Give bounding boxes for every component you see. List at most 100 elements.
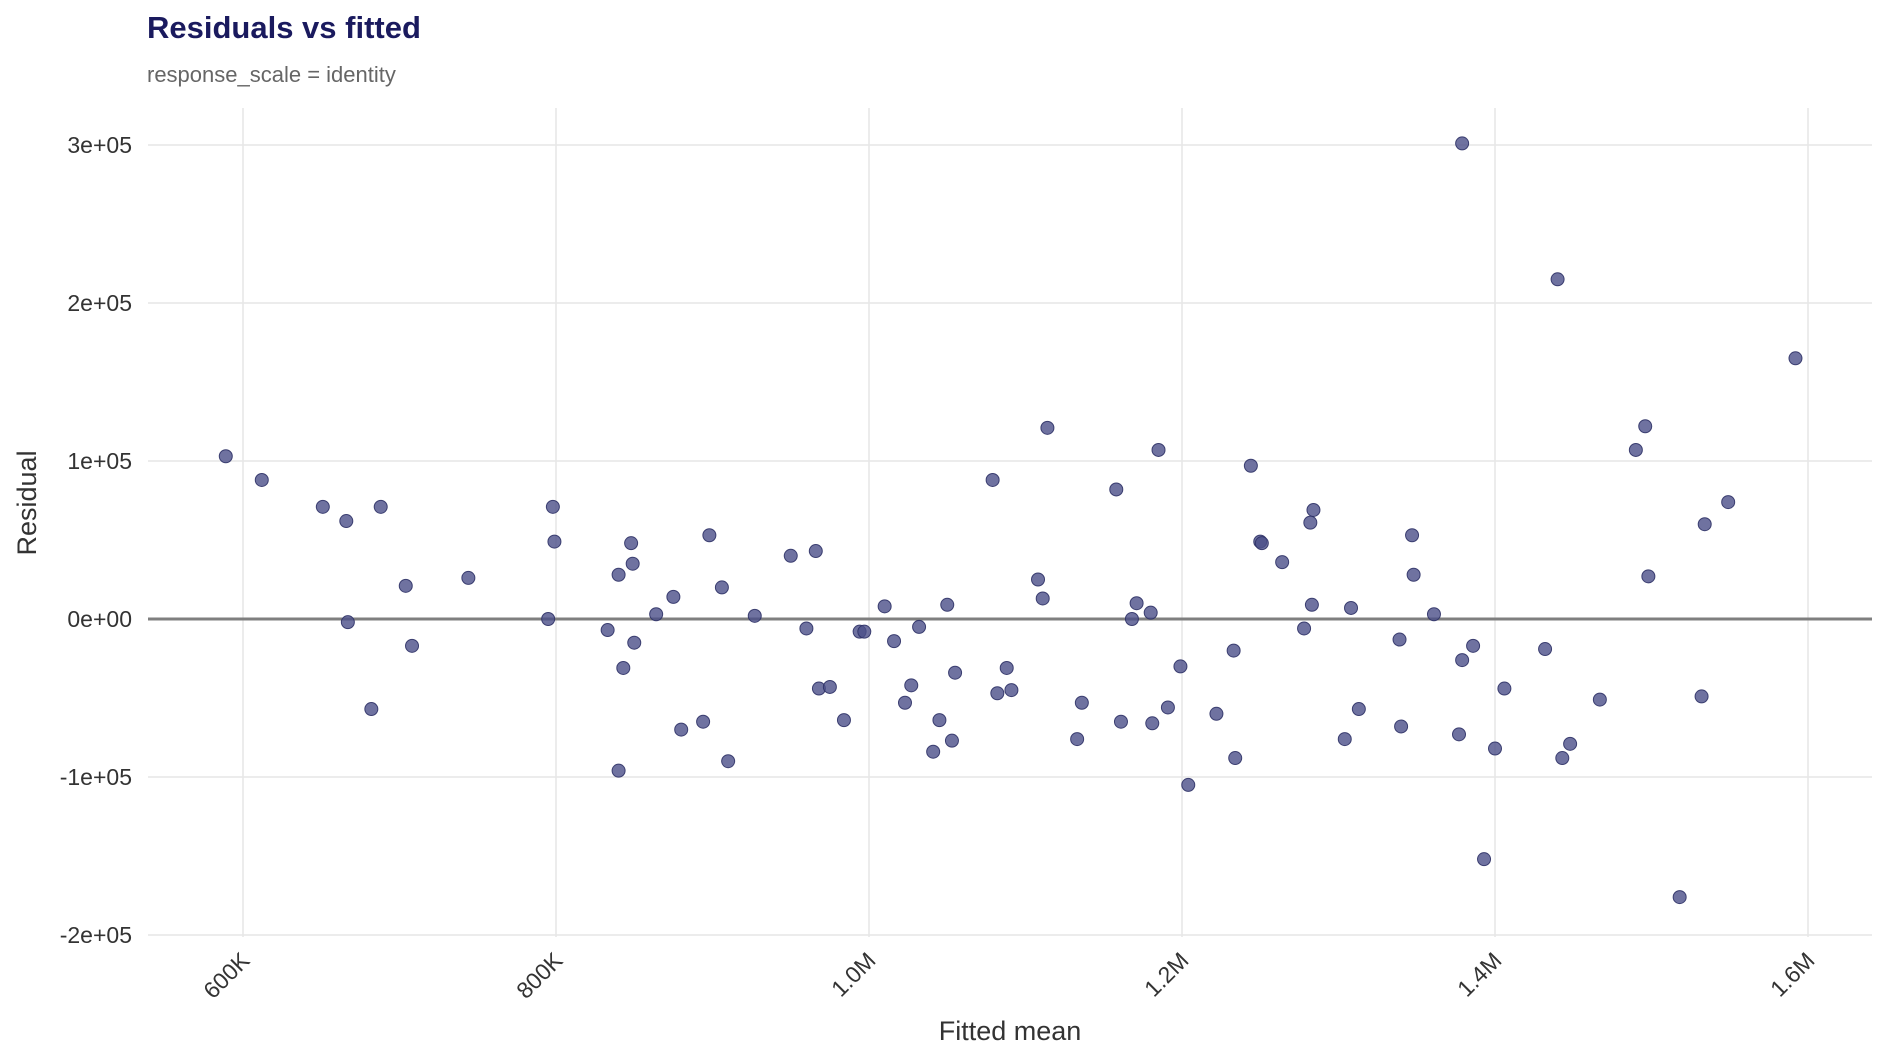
data-point: [218, 449, 233, 464]
data-point: [857, 624, 872, 639]
data-point: [999, 660, 1014, 675]
data-point: [674, 722, 689, 737]
data-point: [926, 744, 941, 759]
data-point: [948, 665, 963, 680]
data-point: [932, 713, 947, 728]
data-point: [1538, 642, 1553, 657]
data-point: [808, 544, 823, 559]
data-point: [1337, 732, 1352, 747]
data-point: [254, 472, 269, 487]
data-point: [1455, 136, 1470, 151]
data-point: [877, 599, 892, 614]
y-tick-label: -2e+05: [60, 922, 132, 948]
data-point: [1550, 272, 1565, 287]
data-point: [783, 548, 798, 563]
data-point: [1721, 495, 1736, 510]
data-point: [1151, 442, 1166, 457]
data-point: [714, 580, 729, 595]
data-point: [1304, 597, 1319, 612]
data-point: [1405, 528, 1420, 543]
data-point: [1129, 596, 1144, 611]
data-point: [627, 635, 642, 650]
data-point: [1275, 555, 1290, 570]
data-point: [1392, 632, 1407, 647]
data-point: [1228, 751, 1243, 766]
data-point: [364, 702, 379, 717]
data-point: [1563, 736, 1578, 751]
y-tick-label: 2e+05: [67, 290, 132, 316]
data-point: [696, 714, 711, 729]
data-point: [1455, 653, 1470, 668]
data-point: [887, 634, 902, 649]
y-axis-ticks: -2e+05 -1e+05 0e+00 1e+05 2e+05 3e+05: [60, 132, 132, 948]
data-point: [1406, 567, 1421, 582]
data-point: [1035, 591, 1050, 606]
data-point: [541, 612, 556, 626]
data-point: [545, 499, 560, 514]
data-point: [1113, 714, 1128, 729]
data-point: [897, 695, 912, 710]
y-tick-label: 3e+05: [67, 132, 132, 158]
data-point: [1070, 732, 1085, 747]
y-tick-label: 1e+05: [67, 448, 132, 474]
data-point: [1254, 536, 1269, 551]
x-tick-label: 1.4M: [1452, 947, 1507, 1002]
data-point: [1638, 419, 1653, 434]
data-point: [1031, 572, 1046, 587]
data-point: [1788, 351, 1803, 366]
data-point: [1181, 777, 1196, 792]
data-point: [547, 534, 562, 549]
data-point: [339, 514, 354, 529]
data-point: [944, 733, 959, 748]
data-point: [1173, 659, 1188, 674]
data-points: [218, 136, 1803, 905]
data-point: [1694, 689, 1709, 704]
data-point: [315, 499, 330, 514]
data-point: [990, 686, 1005, 701]
data-point: [611, 567, 626, 582]
data-point: [624, 536, 639, 551]
data-point: [747, 608, 762, 623]
x-tick-label: 1.0M: [826, 947, 881, 1002]
data-point: [1145, 716, 1160, 731]
data-point: [1040, 420, 1055, 435]
x-axis-title: Fitted mean: [939, 1016, 1082, 1046]
data-point: [405, 638, 420, 653]
y-axis-title: Residual: [12, 450, 42, 555]
data-point: [1641, 569, 1656, 584]
data-point: [1306, 502, 1321, 517]
data-point: [1452, 727, 1467, 742]
data-point: [649, 607, 664, 622]
y-tick-label: -1e+05: [60, 764, 132, 790]
data-point: [616, 660, 631, 675]
data-point: [1109, 482, 1124, 497]
data-point: [666, 589, 681, 604]
data-point: [1303, 515, 1318, 530]
data-point: [1592, 692, 1607, 707]
x-axis-ticks: 600K 800K 1.0M 1.2M 1.4M 1.6M: [198, 947, 1819, 1004]
data-point: [1555, 751, 1570, 766]
data-point: [985, 472, 1000, 487]
data-point: [721, 754, 736, 769]
data-point: [1697, 517, 1712, 532]
data-point: [1243, 458, 1258, 473]
chart-subtitle: response_scale = identity: [147, 62, 396, 87]
x-tick-label: 1.6M: [1765, 947, 1820, 1002]
data-point: [822, 679, 837, 694]
data-point: [799, 621, 814, 636]
data-point: [461, 570, 476, 585]
x-tick-label: 600K: [198, 947, 255, 1004]
data-point: [1466, 638, 1481, 653]
data-point: [1209, 706, 1224, 721]
data-point: [625, 556, 640, 571]
data-point: [373, 499, 388, 514]
chart-title: Residuals vs fitted: [147, 10, 421, 45]
data-point: [1004, 683, 1019, 698]
data-point: [1074, 695, 1089, 710]
data-point: [1297, 621, 1312, 636]
data-point: [1497, 681, 1512, 696]
data-point: [1672, 890, 1687, 905]
grid-lines: [148, 108, 1872, 937]
data-point: [1488, 741, 1502, 756]
